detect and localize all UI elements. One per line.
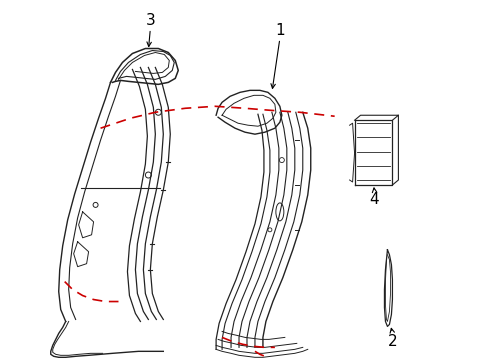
Text: 4: 4: [369, 193, 379, 207]
Text: 3: 3: [145, 13, 155, 28]
Text: 1: 1: [274, 23, 284, 38]
Text: 2: 2: [387, 334, 396, 349]
